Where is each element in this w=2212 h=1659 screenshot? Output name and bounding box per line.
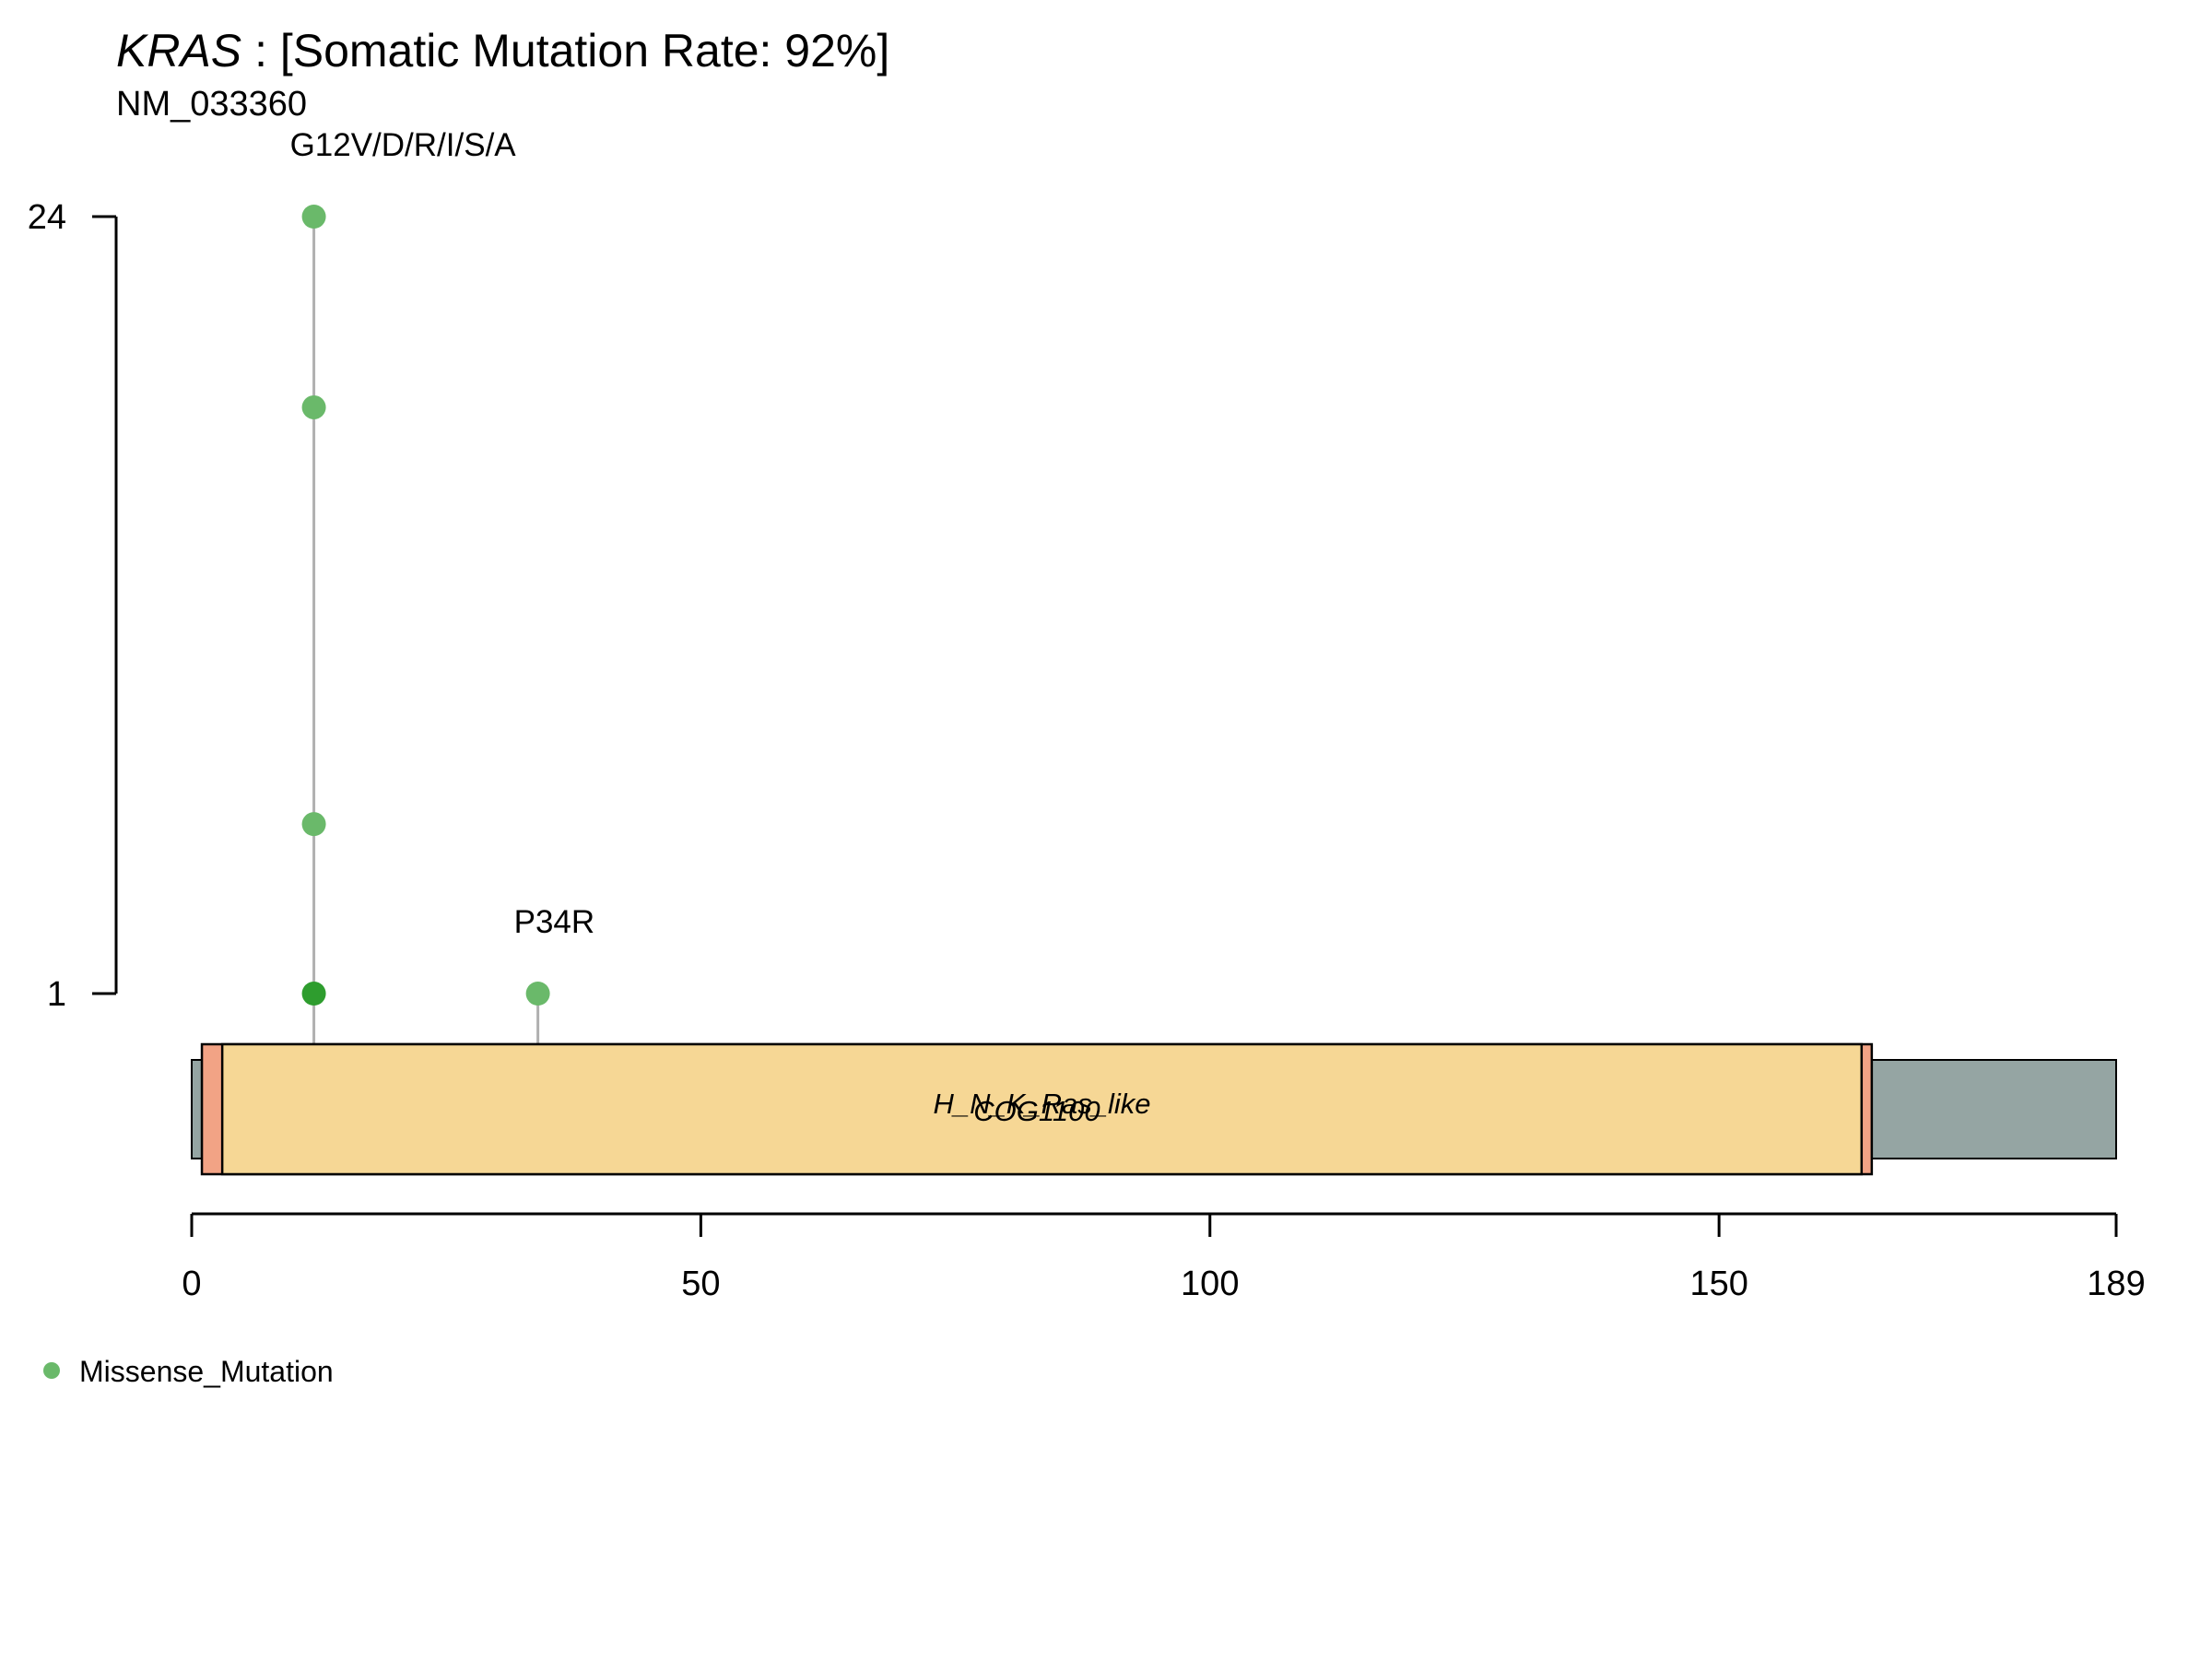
y-tick-label: 24 <box>28 198 66 237</box>
chart-title: KRAS : [Somatic Mutation Rate: 92%] <box>116 25 889 76</box>
mutation-point <box>301 394 326 419</box>
gene-name: KRAS <box>116 25 241 76</box>
x-tick-label: 50 <box>681 1265 720 1303</box>
x-tick-label: 150 <box>1689 1265 1747 1303</box>
x-tick-label: 189 <box>2087 1265 2145 1303</box>
mutation-point <box>525 982 550 1006</box>
legend: Missense_Mutation <box>43 1355 334 1388</box>
mutation-point <box>301 982 326 1006</box>
mutation-labels: G12V/D/R/I/S/A P34R <box>290 127 595 940</box>
mutation-points <box>301 205 550 1006</box>
x-tick-label: 100 <box>1181 1265 1239 1303</box>
y-tick-label: 1 <box>47 975 66 1014</box>
svg-text:KRAS : [Somatic Mutation Rate:: KRAS : [Somatic Mutation Rate: 92%] <box>116 25 889 76</box>
lollipop-stems <box>312 217 540 1044</box>
domain-label: H_N_K_Ras_like <box>933 1088 1150 1120</box>
legend-marker <box>43 1362 60 1379</box>
mutation-point <box>301 205 326 229</box>
mutation-label: P34R <box>514 904 595 940</box>
domain-label: COG1100 <box>973 1095 1100 1127</box>
title-rest: : [Somatic Mutation Rate: 92%] <box>241 25 889 76</box>
mutation-label: G12V/D/R/I/S/A <box>290 127 517 163</box>
legend-label: Missense_Mutation <box>79 1355 334 1388</box>
x-axis: 0 50 100 150 189 <box>182 1212 2146 1303</box>
transcript-id: NM_033360 <box>116 85 307 124</box>
x-tick-label: 0 <box>182 1265 201 1303</box>
protein-domain <box>220 1042 1864 1176</box>
mutation-point <box>301 812 326 837</box>
y-axis: 1 24 <box>28 198 118 1014</box>
